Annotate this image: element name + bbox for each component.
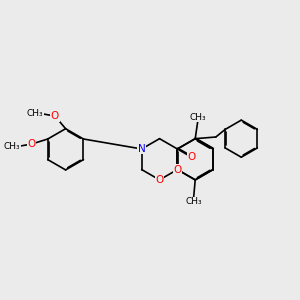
Text: CH₃: CH₃ xyxy=(27,109,43,118)
Text: CH₃: CH₃ xyxy=(190,112,206,122)
Text: O: O xyxy=(51,111,59,121)
Text: O: O xyxy=(188,152,196,162)
Text: CH₃: CH₃ xyxy=(185,197,202,206)
Text: N: N xyxy=(138,144,146,154)
Text: O: O xyxy=(155,175,164,185)
Text: O: O xyxy=(28,139,36,149)
Text: CH₃: CH₃ xyxy=(4,142,20,151)
Text: O: O xyxy=(173,165,181,175)
